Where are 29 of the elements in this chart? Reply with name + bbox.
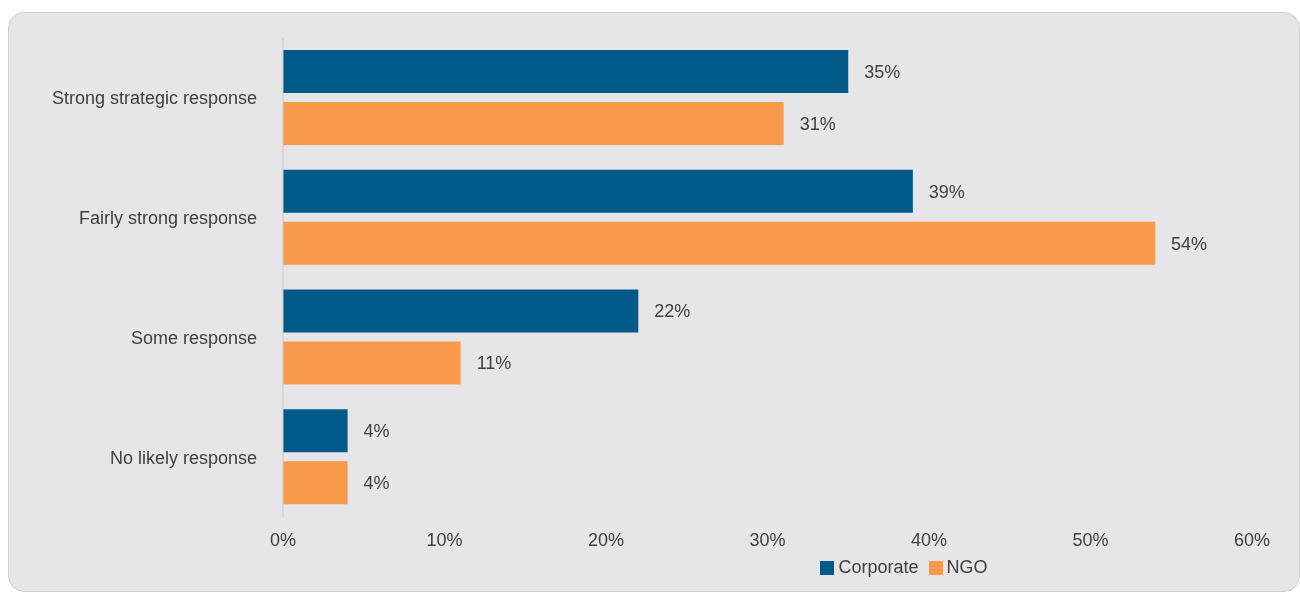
legend-label: NGO [946, 557, 988, 577]
x-tick-label: 10% [426, 529, 463, 550]
x-tick-label: 20% [587, 529, 625, 550]
data-label: 54% [1171, 233, 1208, 254]
y-tick-label: Some response [130, 327, 257, 348]
x-tick-label: 50% [1072, 529, 1109, 550]
data-label: 11% [476, 353, 512, 374]
y-tick-label: Strong strategic response [51, 88, 257, 109]
x-tick-label: 0% [269, 529, 297, 550]
bar [283, 341, 461, 385]
bar [283, 461, 348, 505]
x-tick-label: 40% [910, 529, 948, 550]
bar [283, 409, 348, 453]
y-tick-label: Fairly strong response [78, 208, 257, 229]
legend-label: Corporate [838, 557, 919, 577]
data-label: 35% [864, 61, 901, 82]
bar [283, 50, 849, 93]
bar [283, 289, 639, 333]
y-tick-label: No likely response [109, 447, 257, 468]
x-tick-label: 30% [749, 529, 786, 550]
data-label: 4% [363, 473, 390, 494]
data-label: 31% [799, 113, 836, 134]
data-label: 39% [928, 181, 965, 202]
bar [283, 169, 913, 213]
x-tick-label: 60% [1233, 529, 1271, 550]
bar [283, 221, 1156, 265]
data-label: 4% [363, 421, 390, 442]
data-label: 22% [654, 301, 691, 322]
bar [283, 102, 784, 145]
